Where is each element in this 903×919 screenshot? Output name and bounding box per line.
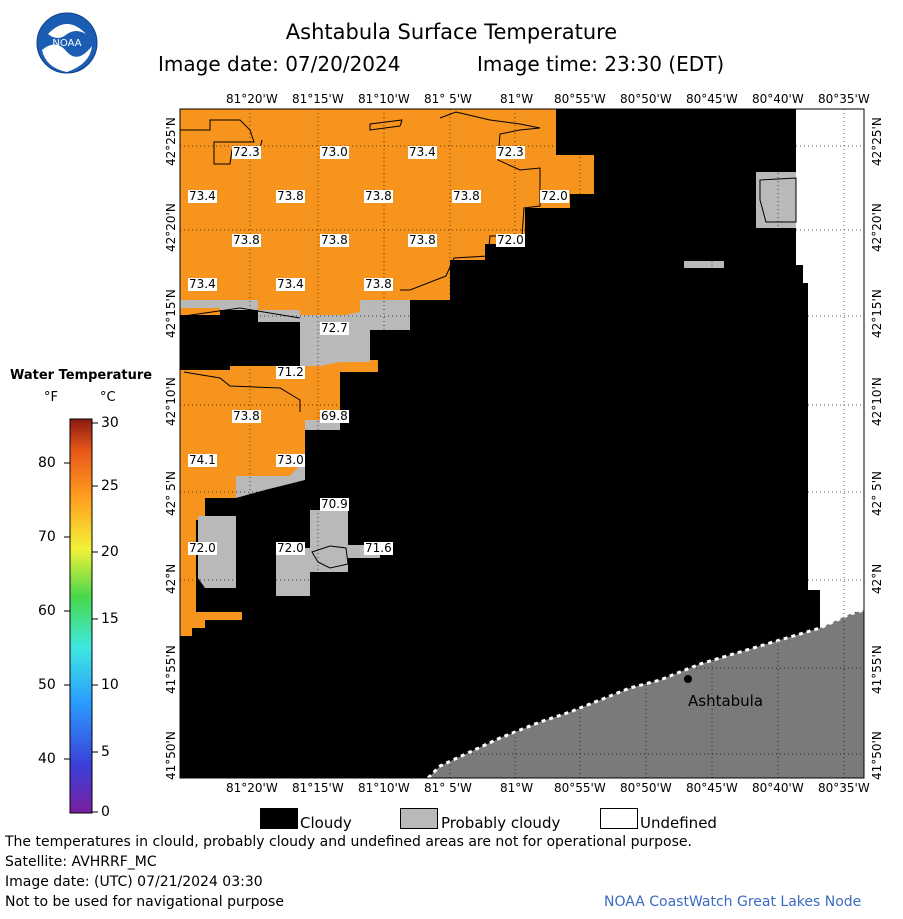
top-lon-tick: 81° 5'W (424, 92, 472, 106)
left-lat-tick: 42° 5'N (164, 471, 178, 516)
legend-c-tick: 5 (101, 744, 110, 760)
legend-c-tick: 20 (101, 544, 119, 560)
left-lat-tick: 42°N (164, 563, 178, 594)
right-lat-tick: 42°25'N (870, 117, 884, 166)
legend-c-tick: 0 (101, 804, 110, 820)
footer-utc-date: Image date: (UTC) 07/21/2024 03:30 (5, 874, 263, 890)
temperature-label: 72.3 (496, 145, 525, 159)
right-lat-tick: 42°20'N (870, 203, 884, 252)
temperature-label: 73.4 (408, 145, 437, 159)
temperature-label: 70.9 (320, 497, 349, 511)
legend-f-tick: 60 (38, 603, 56, 619)
temperature-label: 72.0 (188, 541, 217, 555)
temperature-label: 73.0 (276, 453, 305, 467)
legend-unit-f: °F (44, 390, 58, 405)
right-lat-tick: 41°55'N (870, 645, 884, 694)
top-lon-tick: 80°40'W (752, 92, 804, 106)
left-lat-tick: 42°10'N (164, 377, 178, 426)
legend-f-tick: 70 (38, 529, 56, 545)
bottom-lon-tick: 81°20'W (226, 781, 278, 795)
legend-c-tick: 30 (101, 415, 119, 431)
temperature-label: 71.2 (276, 365, 305, 379)
right-lat-tick: 41°50'N (870, 731, 884, 780)
bottom-lon-tick: 80°35'W (818, 781, 870, 795)
key-cloudy-label: Cloudy (300, 814, 352, 832)
legend-f-tick: 40 (38, 751, 56, 767)
legend-title: Water Temperature (10, 368, 153, 383)
legend-unit-c: °C (100, 390, 116, 405)
right-lat-tick: 42°10'N (870, 377, 884, 426)
map-title: Ashtabula Surface Temperature (285, 20, 618, 44)
temperature-label: 73.8 (232, 233, 261, 247)
temperature-label: 72.0 (276, 541, 305, 555)
footer-credit: NOAA CoastWatch Great Lakes Node (604, 894, 862, 910)
key-undefined-swatch (600, 808, 638, 829)
temperature-label: 72.0 (496, 233, 525, 247)
bottom-lon-tick: 80°50'W (620, 781, 672, 795)
temperature-label: 73.8 (276, 189, 305, 203)
top-lon-tick: 80°50'W (620, 92, 672, 106)
temperature-label: 73.8 (452, 189, 481, 203)
left-lat-tick: 41°50'N (164, 731, 178, 780)
legend-c-tick: 25 (101, 478, 119, 494)
top-lon-tick: 81°W (500, 92, 534, 106)
left-lat-tick: 42°25'N (164, 117, 178, 166)
temperature-label: 72.0 (540, 189, 569, 203)
temperature-label: 71.6 (364, 541, 393, 555)
warm-water-region (180, 109, 594, 320)
undefined-region (796, 109, 864, 632)
footer-disclaimer: The temperatures in clould, probably clo… (5, 834, 692, 850)
key-probably-cloudy-label: Probably cloudy (441, 814, 561, 832)
temperature-label: 73.4 (188, 189, 217, 203)
left-lat-tick: 42°20'N (164, 203, 178, 252)
key-cloudy-swatch (260, 808, 298, 829)
temperature-label: 73.8 (364, 189, 393, 203)
temperature-label: 74.1 (188, 453, 217, 467)
top-lon-tick: 81°20'W (226, 92, 278, 106)
temperature-label: 73.8 (408, 233, 437, 247)
image-date: Image date: 07/20/2024 (158, 52, 401, 76)
legend-color-bar (69, 418, 93, 814)
temperature-label: 73.8 (364, 277, 393, 291)
top-lon-tick: 81°15'W (292, 92, 344, 106)
temperature-label: 73.8 (232, 409, 261, 423)
bottom-lon-tick: 81° 5'W (424, 781, 472, 795)
top-lon-tick: 80°45'W (686, 92, 738, 106)
noaa-logo-icon: NOAA (36, 12, 98, 74)
key-probably-cloudy-swatch (400, 808, 438, 829)
top-lon-tick: 80°55'W (554, 92, 606, 106)
temperature-label: 73.0 (320, 145, 349, 159)
footer-satellite: Satellite: AVHRRF_MC (5, 854, 157, 870)
legend-c-tick: 15 (101, 611, 119, 627)
right-lat-tick: 42°N (870, 563, 884, 594)
key-undefined-label: Undefined (640, 814, 717, 832)
temperature-label: 69.8 (320, 409, 349, 423)
place-label-ashtabula: Ashtabula (688, 692, 764, 710)
bottom-lon-tick: 80°40'W (752, 781, 804, 795)
top-lon-tick: 80°35'W (818, 92, 870, 106)
legend-f-tick: 80 (38, 455, 56, 471)
top-lon-tick: 81°10'W (358, 92, 410, 106)
right-lat-tick: 42°15'N (870, 289, 884, 338)
bottom-lon-tick: 81°10'W (358, 781, 410, 795)
noaa-logo-label: NOAA (52, 38, 81, 49)
bottom-lon-tick: 80°55'W (554, 781, 606, 795)
left-lat-tick: 41°55'N (164, 645, 178, 694)
temperature-label: 73.8 (320, 233, 349, 247)
legend-f-tick: 50 (38, 677, 56, 693)
right-lat-tick: 42° 5'N (870, 471, 884, 516)
bottom-lon-tick: 81°15'W (292, 781, 344, 795)
temperature-label: 73.4 (276, 277, 305, 291)
bottom-lon-tick: 81°W (500, 781, 534, 795)
left-lat-tick: 42°15'N (164, 289, 178, 338)
footer-navigation-note: Not to be used for navigational purpose (5, 894, 284, 910)
ashtabula-marker (684, 675, 692, 683)
temperature-label: 73.4 (188, 277, 217, 291)
legend-c-tick: 10 (101, 677, 119, 693)
temperature-label: 72.7 (320, 321, 349, 335)
image-time: Image time: 23:30 (EDT) (477, 52, 725, 76)
bottom-lon-tick: 80°45'W (686, 781, 738, 795)
temperature-label: 72.3 (232, 145, 261, 159)
